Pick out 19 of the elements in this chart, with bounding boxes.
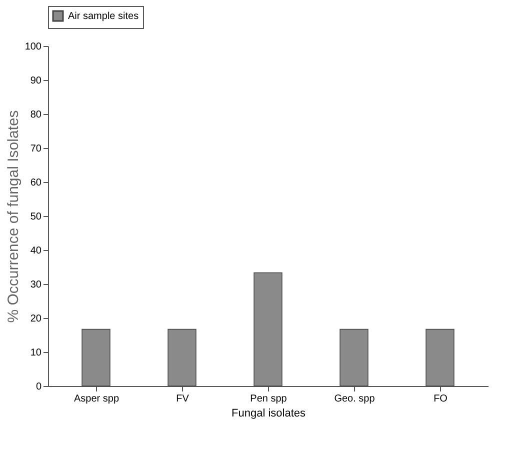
- x-axis-title: Fungal isolates: [232, 408, 306, 420]
- y-tick-label: 10: [30, 348, 42, 358]
- x-tick-label: Geo. spp: [334, 394, 376, 404]
- y-axis-title: % Occurrence of fungal Isolates: [4, 110, 22, 323]
- y-tick-label: 40: [30, 246, 42, 256]
- legend-label: Air sample sites: [68, 11, 139, 22]
- x-tick-label: Pen spp: [250, 394, 288, 404]
- y-tick-label: 100: [24, 42, 42, 52]
- x-tick-label: FO: [434, 394, 448, 404]
- y-tick-label: 0: [36, 382, 42, 392]
- y-tick-label: 70: [30, 144, 42, 154]
- y-tick-label: 20: [30, 314, 42, 324]
- x-tick-label: Asper spp: [74, 394, 120, 404]
- y-tick-label: 50: [30, 212, 42, 222]
- y-tick-label: 80: [30, 110, 42, 120]
- x-tick-label: FV: [176, 394, 190, 404]
- y-tick-label: 30: [30, 280, 42, 290]
- y-tick-label: 90: [30, 76, 42, 86]
- y-tick-label: 60: [30, 178, 42, 188]
